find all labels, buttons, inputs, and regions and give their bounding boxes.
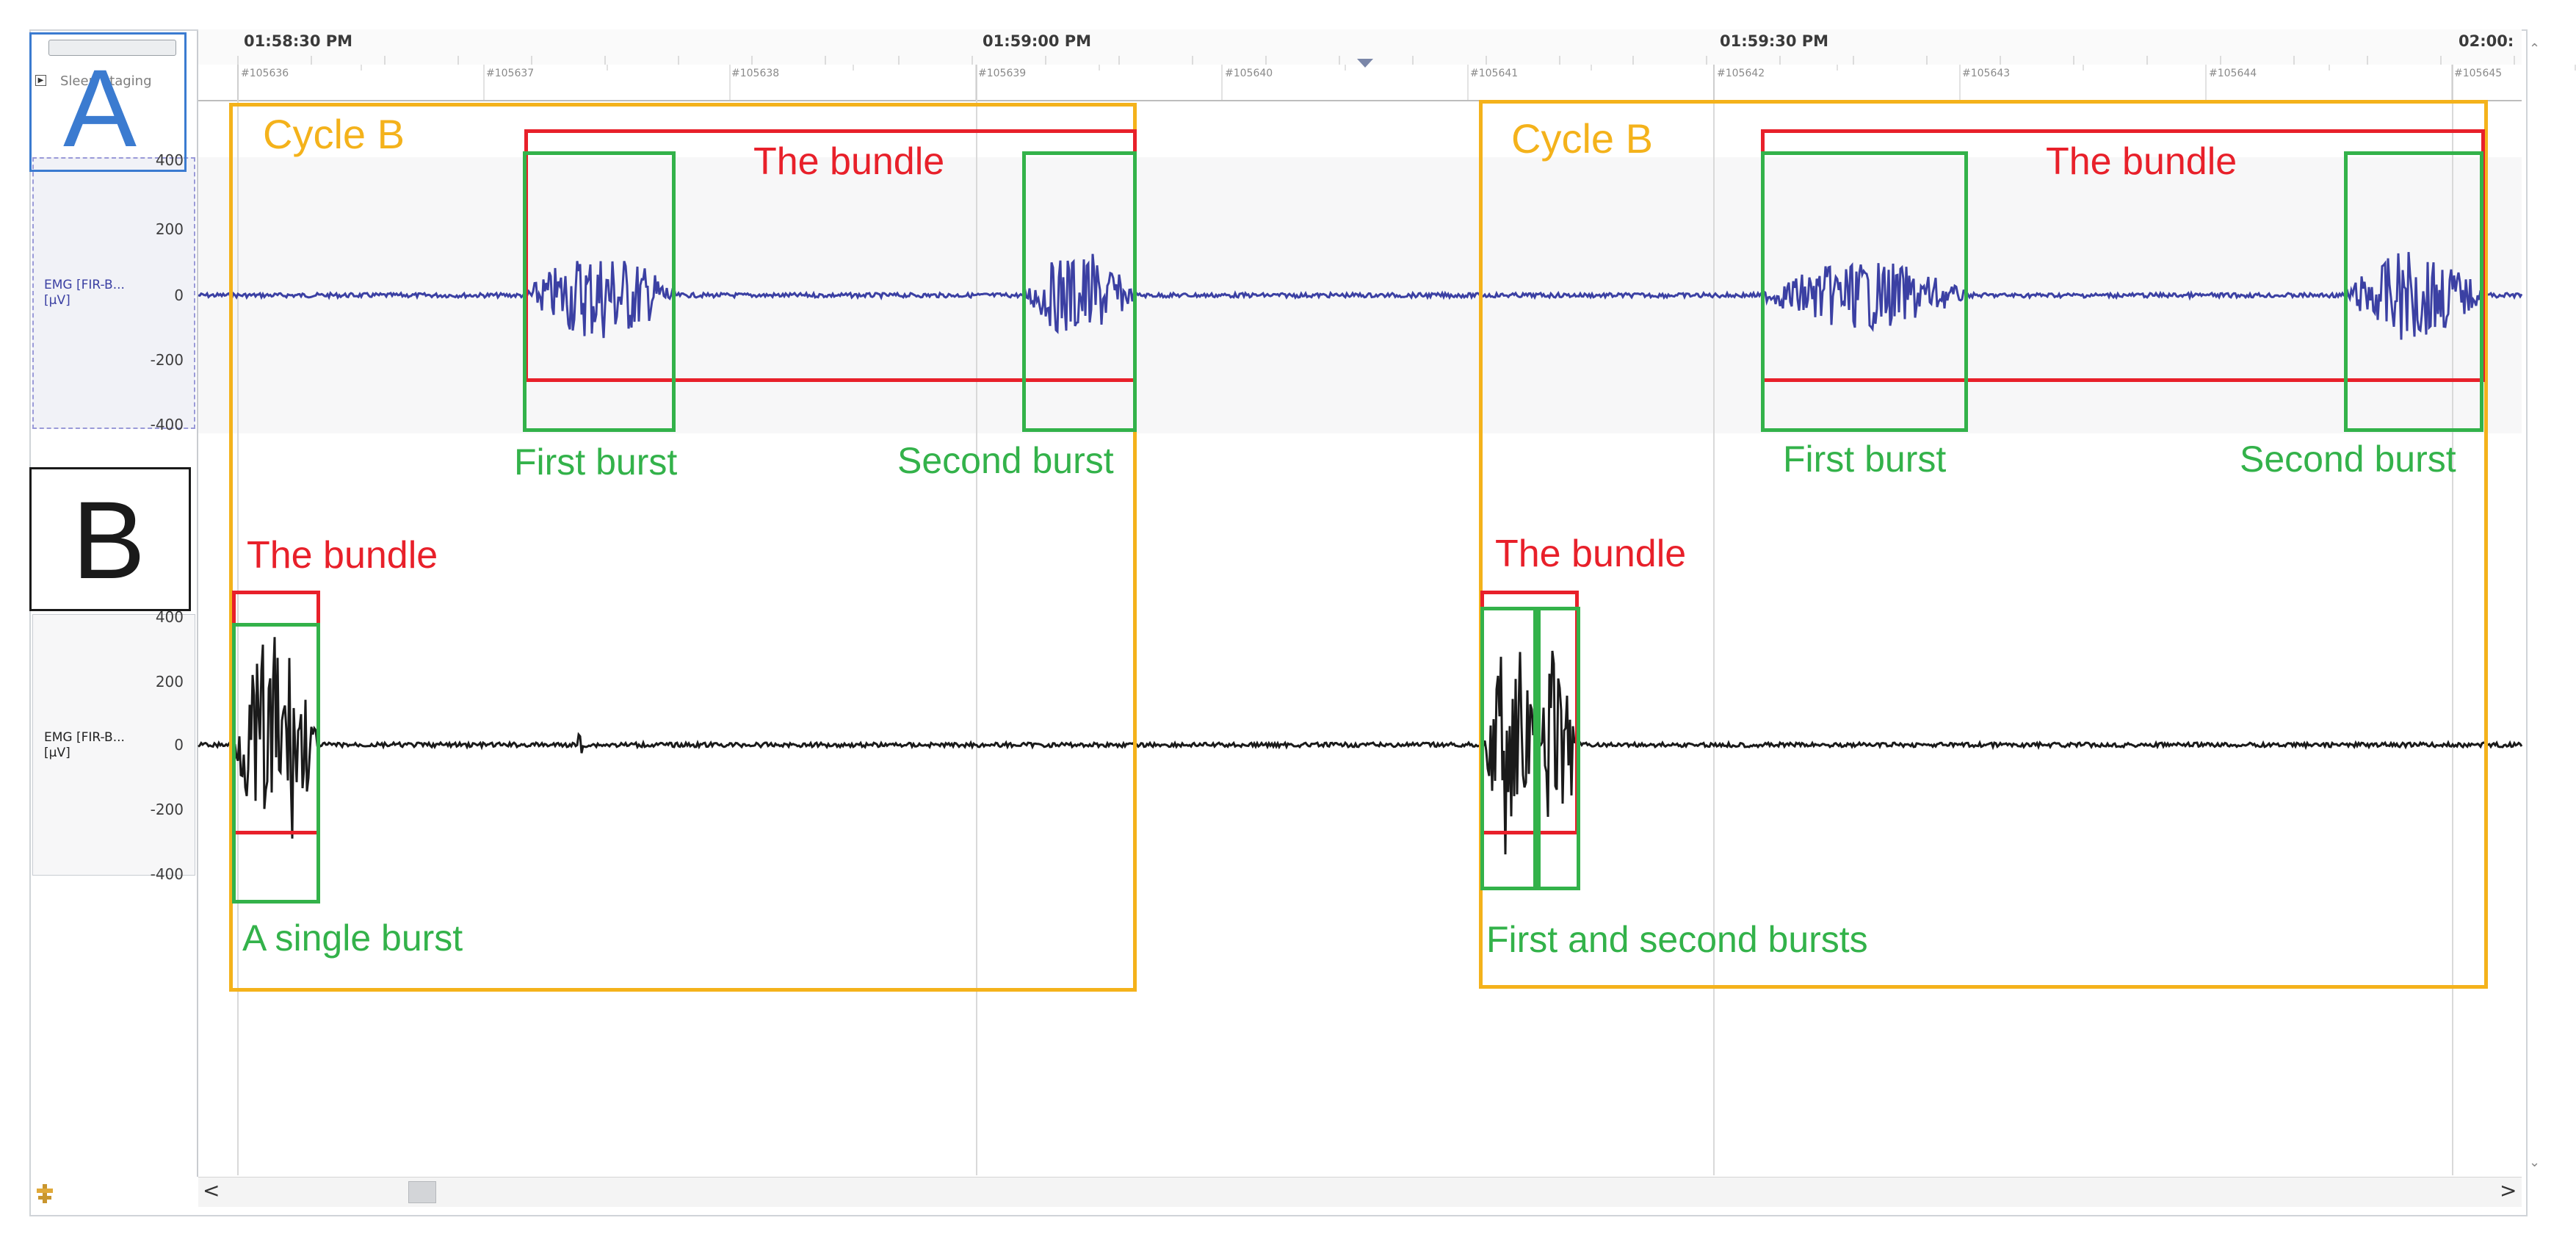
y-tick: -400 <box>150 416 184 433</box>
time-label: 01:59:00 PM <box>983 32 1092 50</box>
emg-trace-b <box>198 637 2523 855</box>
emg-trace-a <box>198 252 2523 340</box>
epoch-label[interactable]: #105639 <box>978 68 1027 79</box>
panel-b-letter: B <box>72 478 146 602</box>
bundle-label: The bundle <box>2046 140 2237 183</box>
y-tick: -400 <box>150 865 184 883</box>
burst-label: First burst <box>514 441 678 483</box>
channel-unit: [µV] <box>44 293 70 308</box>
epoch-label[interactable]: #105636 <box>241 68 289 79</box>
y-tick: -200 <box>150 801 184 818</box>
burst-label: A single burst <box>242 917 463 959</box>
burst-box <box>2344 151 2483 432</box>
channel-b-label-panel <box>32 614 195 876</box>
burst-box <box>1022 151 1137 432</box>
channel-b-label[interactable]: EMG [FIR-B... [µV] <box>44 730 125 761</box>
epoch-label[interactable]: #105642 <box>1717 68 1765 79</box>
y-tick: 200 <box>155 673 184 690</box>
burst-box <box>1533 607 1580 890</box>
burst-box <box>1480 607 1541 890</box>
channel-a-label-panel <box>32 157 195 429</box>
burst-label: First burst <box>1783 439 1947 480</box>
pin-settings-icon[interactable] <box>32 1181 57 1206</box>
time-label: 01:59:30 PM <box>1720 32 1829 50</box>
epoch-label[interactable]: #105645 <box>2454 68 2503 79</box>
epoch-label[interactable]: #105644 <box>2209 68 2257 79</box>
time-label: 01:58:30 PM <box>244 32 353 50</box>
epoch-label[interactable]: #105641 <box>1470 68 1519 79</box>
channel-unit: [µV] <box>44 746 70 760</box>
scroll-thumb[interactable] <box>408 1181 436 1203</box>
burst-label: Second burst <box>897 440 1114 481</box>
burst-box <box>523 151 676 432</box>
channel-a-label[interactable]: EMG [FIR-B... [µV] <box>44 278 125 309</box>
cycle-box-left <box>229 103 1137 992</box>
y-tick: 0 <box>174 286 184 304</box>
burst-box <box>232 623 320 904</box>
y-tick: 400 <box>155 151 184 169</box>
bundle-label: The bundle <box>1495 533 1687 575</box>
scroll-left-arrow[interactable]: < <box>203 1178 220 1202</box>
sidebar-group-label: Sleep Staging <box>60 73 152 89</box>
y-tick: 0 <box>174 736 184 754</box>
expand-toggle-icon[interactable]: ▶ <box>35 75 46 86</box>
panel-a-letter: A <box>63 46 137 170</box>
bundle-label: The bundle <box>247 534 438 577</box>
channel-name: EMG [FIR-B... <box>44 730 125 745</box>
panel-a-box <box>29 32 187 172</box>
y-tick: -200 <box>150 351 184 369</box>
horizontal-scrollbar[interactable] <box>198 1177 2522 1207</box>
burst-label: First and second bursts <box>1486 919 1868 960</box>
panel-b-box <box>29 467 191 611</box>
scroll-right-arrow[interactable]: > <box>2500 1178 2517 1202</box>
epoch-label[interactable]: #105643 <box>1962 68 2011 79</box>
epoch-label[interactable]: #105640 <box>1225 68 1273 79</box>
burst-label: Second burst <box>2240 439 2456 480</box>
cycle-label: Cycle B <box>263 111 405 157</box>
bundle-label: The bundle <box>753 140 945 183</box>
scroll-down-icon[interactable]: ⌄ <box>2529 1155 2541 1170</box>
sidebar-slider[interactable] <box>48 40 176 56</box>
epoch-cursor-icon[interactable] <box>1357 59 1373 68</box>
channel-name: EMG [FIR-B... <box>44 278 125 292</box>
scroll-up-icon[interactable]: ⌃ <box>2529 41 2541 57</box>
epoch-label[interactable]: #105638 <box>731 68 780 79</box>
epoch-ruler <box>198 65 2522 101</box>
y-tick: 400 <box>155 608 184 626</box>
burst-box <box>1761 151 1968 432</box>
cycle-label: Cycle B <box>1511 115 1653 162</box>
epoch-label[interactable]: #105637 <box>486 68 535 79</box>
y-tick: 200 <box>155 220 184 238</box>
time-label: 02:00: <box>2459 32 2514 50</box>
cycle-box-right <box>1479 100 2488 989</box>
